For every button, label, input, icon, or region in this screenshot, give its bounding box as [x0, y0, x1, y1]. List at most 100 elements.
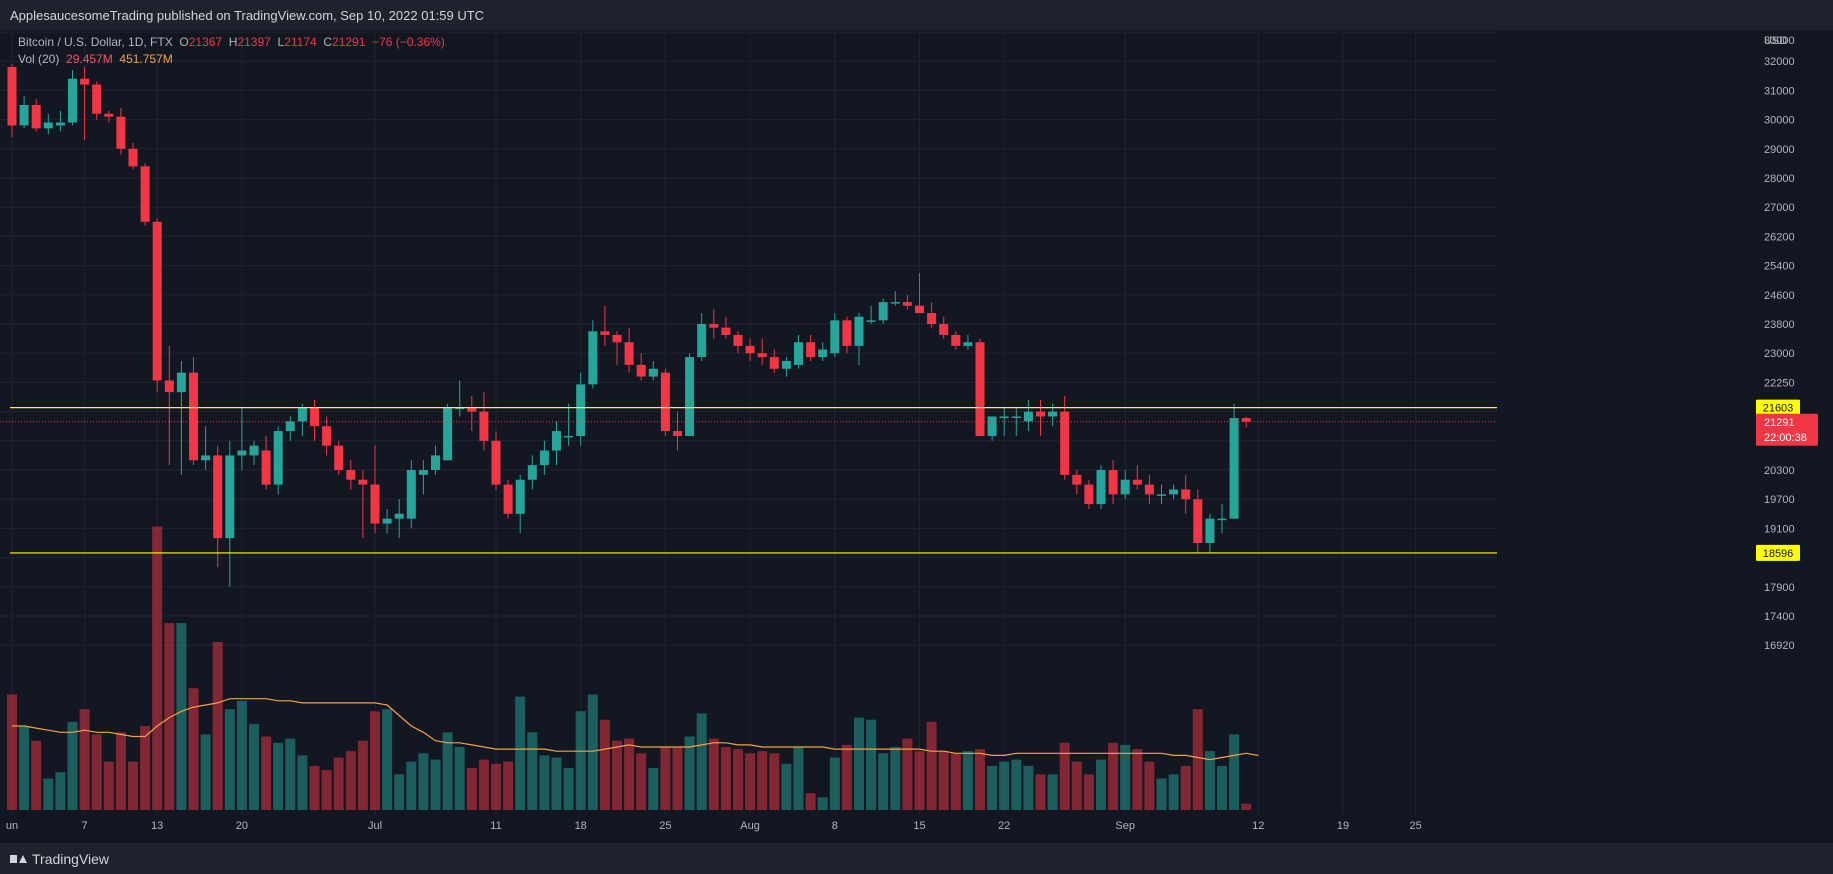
- candle-body: [697, 324, 707, 358]
- candle-body: [1217, 518, 1227, 521]
- volume-bar: [660, 747, 671, 810]
- candle-body: [1193, 499, 1203, 543]
- y-tick-label: 28000: [1764, 173, 1795, 185]
- candle-body: [612, 334, 622, 343]
- y-tick-label: 26200: [1764, 231, 1795, 243]
- volume-bar: [31, 740, 42, 810]
- volume-bar: [1023, 765, 1034, 810]
- candle-body: [406, 470, 416, 519]
- volume-bar: [333, 757, 344, 810]
- x-tick-label: 22: [998, 820, 1010, 832]
- volume-bar: [321, 770, 332, 810]
- candle-body: [140, 166, 150, 222]
- candle-body: [963, 342, 973, 346]
- candle-body: [431, 455, 440, 470]
- volume-bar: [1241, 803, 1252, 810]
- candle-body: [503, 484, 513, 514]
- volume-bar: [103, 761, 114, 810]
- change-value: −76 (−0.36%): [372, 35, 445, 49]
- candle-body: [527, 465, 537, 480]
- candle-body: [201, 455, 211, 461]
- volume-bar: [1156, 778, 1167, 810]
- candle-body: [987, 416, 997, 436]
- volume-bar: [1180, 765, 1191, 810]
- candle-body: [1023, 411, 1033, 422]
- y-tick-label: 32000: [1764, 56, 1795, 68]
- candle-body: [213, 455, 223, 539]
- candle-body: [285, 421, 295, 432]
- candle-body: [455, 407, 465, 410]
- volume-bar: [128, 761, 138, 810]
- y-tick-label: 30000: [1764, 115, 1795, 127]
- candle-body: [418, 470, 428, 475]
- volume-bar: [478, 759, 489, 810]
- volume-bar: [55, 772, 66, 810]
- candle-body: [467, 407, 477, 412]
- tradingview-logo[interactable]: TradingView: [10, 851, 109, 867]
- volume-bar: [999, 761, 1010, 810]
- candle-body: [491, 440, 501, 485]
- volume-bar: [406, 761, 417, 810]
- volume-bar: [672, 747, 683, 810]
- volume-bar: [19, 726, 30, 810]
- volume-bar: [624, 738, 635, 810]
- volume-bar: [212, 642, 223, 810]
- candle-body: [515, 479, 525, 514]
- candle-body: [1132, 479, 1142, 485]
- candle-body: [1157, 494, 1166, 496]
- candle-body: [842, 320, 852, 346]
- x-tick-label: 18: [575, 820, 587, 832]
- volume-bar: [309, 765, 320, 810]
- candle-body: [225, 455, 235, 539]
- candle-body: [685, 357, 695, 436]
- volume-bar: [527, 732, 538, 810]
- volume-bar: [297, 755, 308, 810]
- volume-bar: [1192, 709, 1203, 810]
- x-tick-label: 19: [1337, 820, 1349, 832]
- volume-bar: [914, 751, 925, 810]
- candle-body: [370, 484, 380, 524]
- volume-bar: [418, 753, 429, 810]
- volume-bar: [1059, 742, 1070, 810]
- volume-bar: [515, 696, 526, 810]
- volume-value: 29.457M: [66, 52, 113, 66]
- plot-area: [0, 30, 1497, 815]
- candle-body: [1169, 489, 1179, 495]
- volume-bar: [987, 765, 998, 810]
- candle-body: [92, 84, 102, 114]
- candle-body: [152, 221, 162, 381]
- low-label: L: [277, 35, 285, 49]
- volume-bar: [805, 793, 816, 810]
- volume-bar: [442, 732, 453, 810]
- candle-body: [806, 342, 816, 358]
- volume-bar: [357, 740, 368, 810]
- volume-bar: [140, 726, 151, 810]
- volume-bar: [599, 719, 610, 810]
- volume-bar: [43, 778, 54, 810]
- volume-bar: [1096, 759, 1106, 810]
- candle-body: [1120, 479, 1130, 495]
- last-price-label: 21291: [1764, 417, 1795, 429]
- close-value: 21291: [332, 35, 366, 49]
- footer-bar: TradingView: [0, 843, 1833, 874]
- candle-body: [939, 324, 949, 335]
- volume-bar: [1035, 774, 1046, 810]
- currency-label: USD: [1764, 35, 1787, 47]
- x-tick-label: 25: [1409, 820, 1421, 832]
- volume-bar: [866, 719, 877, 810]
- candle-body: [927, 313, 937, 324]
- candle-body: [1060, 411, 1070, 475]
- volume-bar: [261, 736, 272, 810]
- candle-body: [890, 302, 900, 304]
- x-tick-label: 11: [490, 820, 501, 832]
- volume-bar: [975, 749, 985, 810]
- volume-bar: [575, 711, 586, 810]
- candle-body: [7, 67, 17, 126]
- candle-body: [999, 416, 1009, 418]
- candle-body: [1241, 418, 1251, 422]
- volume-bar: [708, 738, 719, 810]
- candle-body: [878, 302, 888, 321]
- volume-bar: [236, 700, 247, 810]
- candle-body: [19, 105, 29, 126]
